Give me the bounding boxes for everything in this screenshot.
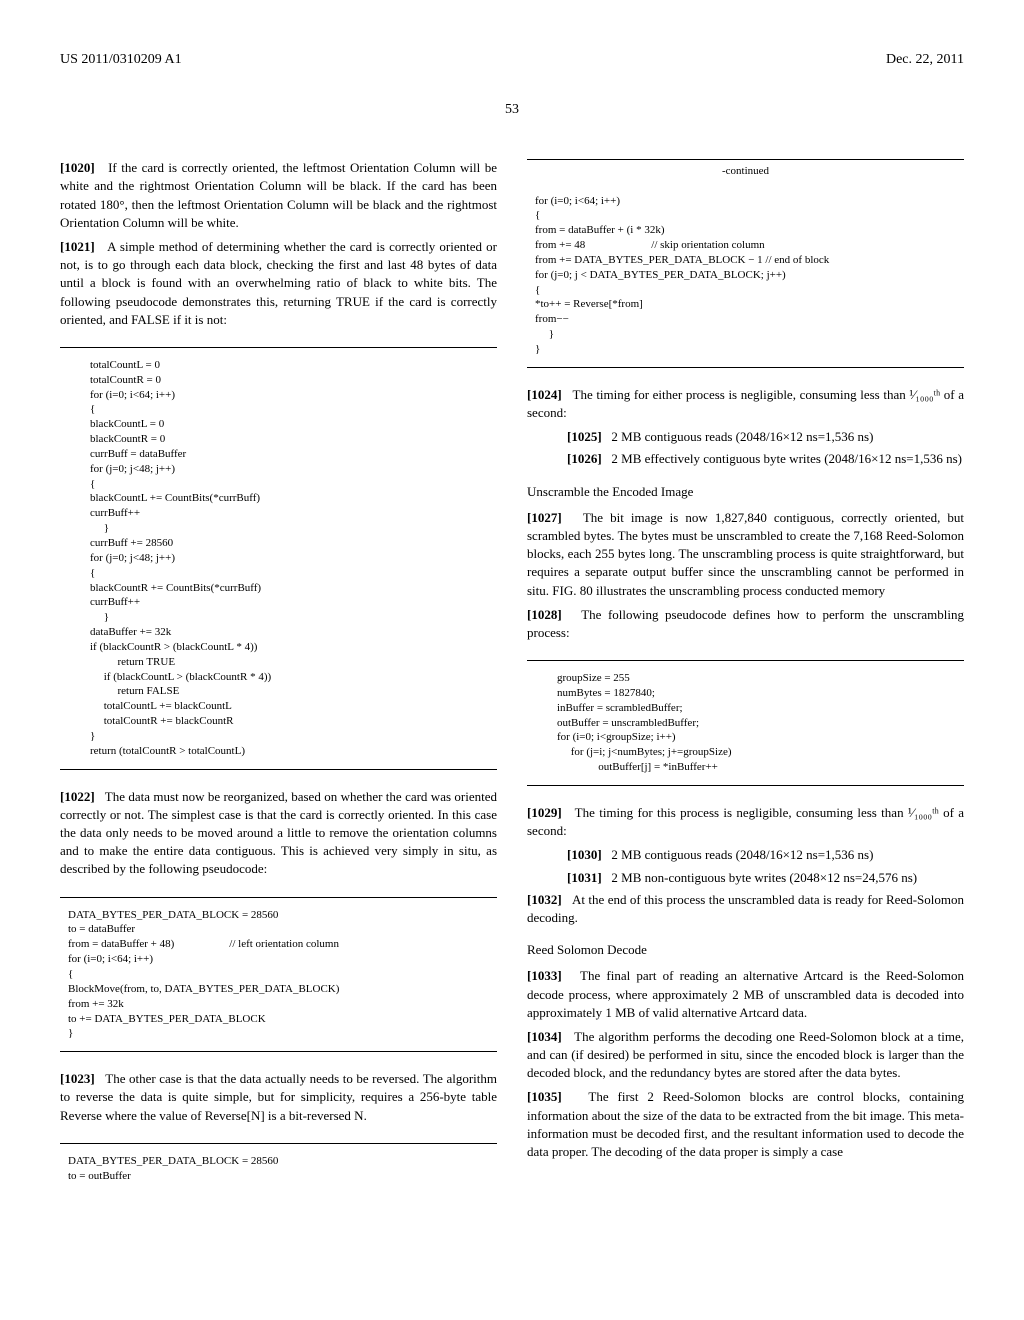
pseudocode-unscramble: groupSize = 255 numBytes = 1827840; inBu…	[527, 660, 964, 786]
para-num: [1024]	[527, 387, 562, 402]
paragraph-1023: [1023] The other case is that the data a…	[60, 1070, 497, 1125]
para-num: [1026]	[567, 451, 602, 466]
para-num: [1029]	[527, 805, 562, 820]
paragraph-1028: [1028] The following pseudocode defines …	[527, 606, 964, 642]
pseudocode-orientation-check: totalCountL = 0 totalCountR = 0 for (i=0…	[60, 347, 497, 770]
para-num: [1035]	[527, 1089, 562, 1104]
paragraph-1030: [1030] 2 MB contiguous reads (2048/16×12…	[527, 846, 964, 864]
para-text: The timing for this process is negligibl…	[527, 805, 964, 838]
para-num: [1033]	[527, 968, 562, 983]
publication-number: US 2011/0310209 A1	[60, 50, 182, 70]
para-text: The first 2 Reed-Solomon blocks are cont…	[527, 1089, 964, 1159]
para-text: 2 MB non-contiguous byte writes (2048×12…	[611, 870, 917, 885]
heading-reed-solomon: Reed Solomon Decode	[527, 941, 964, 959]
paragraph-1035: [1035] The first 2 Reed-Solomon blocks a…	[527, 1088, 964, 1161]
para-num: [1030]	[567, 847, 602, 862]
para-text: The data must now be reorganized, based …	[60, 789, 497, 877]
para-num: [1027]	[527, 510, 562, 525]
para-text: At the end of this process the unscrambl…	[527, 892, 964, 925]
page-number: 53	[60, 100, 964, 120]
para-text: The algorithm performs the decoding one …	[527, 1029, 964, 1080]
paragraph-1022: [1022] The data must now be reorganized,…	[60, 788, 497, 879]
para-num: [1023]	[60, 1071, 95, 1086]
heading-unscramble: Unscramble the Encoded Image	[527, 483, 964, 501]
paragraph-1029: [1029] The timing for this process is ne…	[527, 804, 964, 840]
paragraph-1027: [1027] The bit image is now 1,827,840 co…	[527, 509, 964, 600]
para-text: 2 MB contiguous reads (2048/16×12 ns=1,5…	[611, 429, 873, 444]
para-text: 2 MB effectively contiguous byte writes …	[611, 451, 962, 466]
para-text: The other case is that the data actually…	[60, 1071, 497, 1122]
pseudocode-reorganize: DATA_BYTES_PER_DATA_BLOCK = 28560 to = d…	[60, 897, 497, 1053]
para-num: [1032]	[527, 892, 562, 907]
paragraph-1025: [1025] 2 MB contiguous reads (2048/16×12…	[527, 428, 964, 446]
para-text: The timing for either process is negligi…	[527, 387, 964, 420]
para-num: [1034]	[527, 1029, 562, 1044]
pseudocode-reverse-start: DATA_BYTES_PER_DATA_BLOCK = 28560 to = o…	[60, 1143, 497, 1184]
para-num: [1028]	[527, 607, 562, 622]
para-num: [1025]	[567, 429, 602, 444]
para-text: The following pseudocode defines how to …	[527, 607, 964, 640]
two-column-layout: [1020] If the card is correctly oriented…	[60, 159, 964, 1201]
paragraph-1033: [1033] The final part of reading an alte…	[527, 967, 964, 1022]
paragraph-1020: [1020] If the card is correctly oriented…	[60, 159, 497, 232]
para-text: 2 MB contiguous reads (2048/16×12 ns=1,5…	[611, 847, 873, 862]
continued-label: -continued	[527, 159, 964, 179]
paragraph-1026: [1026] 2 MB effectively contiguous byte …	[527, 450, 964, 468]
para-text: If the card is correctly oriented, the l…	[60, 160, 497, 230]
para-num: [1022]	[60, 789, 95, 804]
para-text: A simple method of determining whether t…	[60, 239, 497, 327]
paragraph-1021: [1021] A simple method of determining wh…	[60, 238, 497, 329]
pseudocode-reverse-cont: for (i=0; i<64; i++) { from = dataBuffer…	[527, 184, 964, 368]
paragraph-1034: [1034] The algorithm performs the decodi…	[527, 1028, 964, 1083]
paragraph-1024: [1024] The timing for either process is …	[527, 386, 964, 422]
paragraph-1031: [1031] 2 MB non-contiguous byte writes (…	[527, 869, 964, 887]
para-num: [1031]	[567, 870, 602, 885]
para-text: The final part of reading an alternative…	[527, 968, 964, 1019]
para-num: [1021]	[60, 239, 95, 254]
page-header: US 2011/0310209 A1 Dec. 22, 2011	[60, 50, 964, 70]
paragraph-1032: [1032] At the end of this process the un…	[527, 891, 964, 927]
publication-date: Dec. 22, 2011	[886, 50, 964, 70]
left-column: [1020] If the card is correctly oriented…	[60, 159, 497, 1201]
right-column: -continued for (i=0; i<64; i++) { from =…	[527, 159, 964, 1201]
para-num: [1020]	[60, 160, 95, 175]
para-text: The bit image is now 1,827,840 contiguou…	[527, 510, 964, 598]
